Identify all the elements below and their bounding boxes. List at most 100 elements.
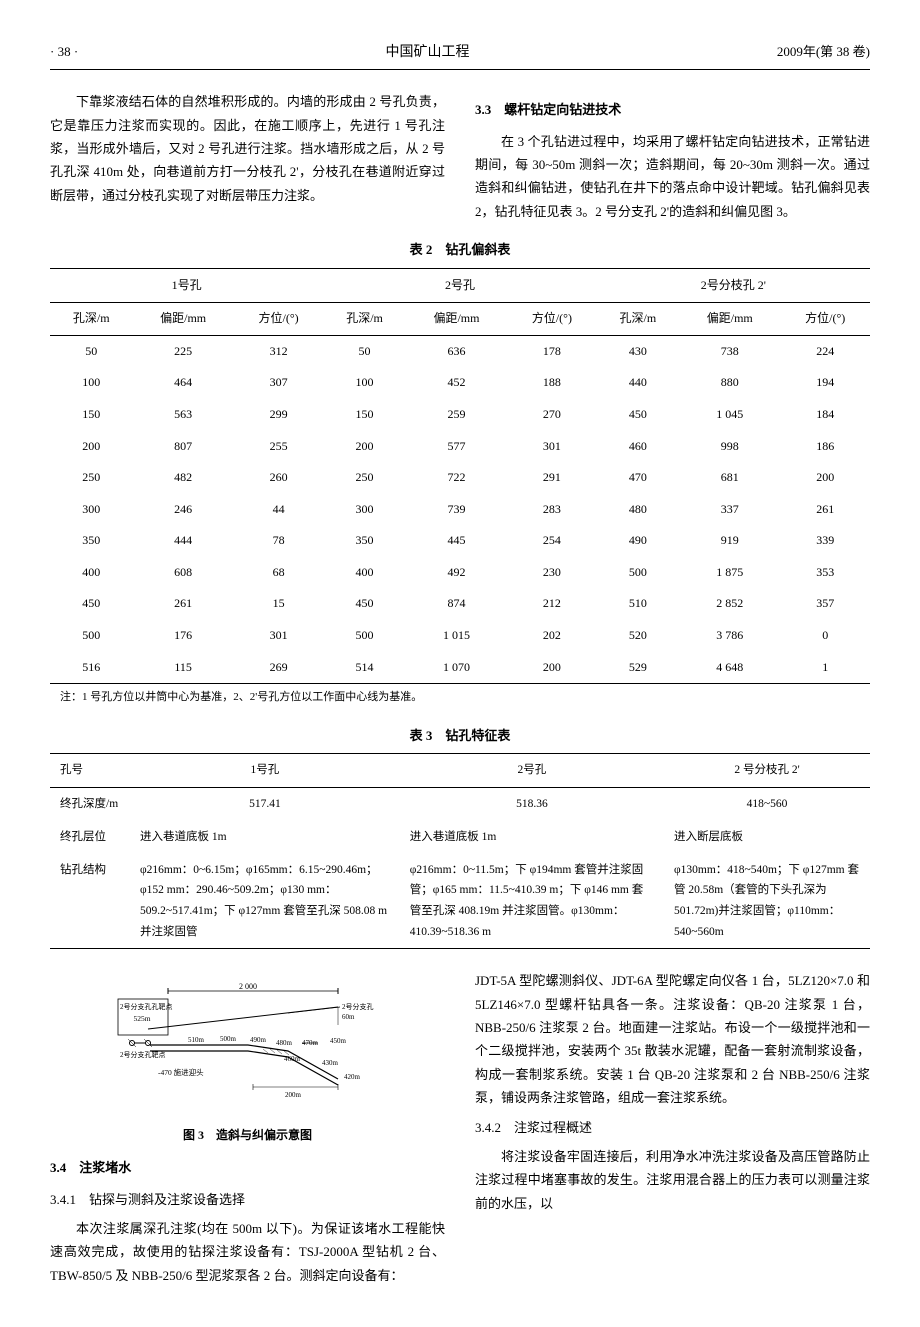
- table-cell: 202: [507, 620, 596, 652]
- table-row: 1505632991502592704501 045184: [50, 399, 870, 431]
- table-2: 1号孔 2号孔 2号分枝孔 2' 孔深/m 偏距/mm 方位/(°) 孔深/m …: [50, 268, 870, 685]
- table-cell: 255: [234, 431, 323, 463]
- table-cell: 200: [780, 462, 870, 494]
- issue-info: 2009年(第 38 卷): [777, 40, 870, 65]
- lower-left-col: 2 000 2号分支孔孔靶点 525m 2号分支孔靶点 2号分支孔 60m 51…: [50, 969, 445, 1287]
- sh-8: 方位/(°): [780, 303, 870, 336]
- table-cell: 312: [234, 335, 323, 367]
- table-cell: 261: [132, 588, 233, 620]
- table-cell: 452: [406, 367, 507, 399]
- table-cell: 283: [507, 494, 596, 526]
- table-cell: 150: [323, 399, 405, 431]
- table-cell: 300: [323, 494, 405, 526]
- table-row: 5022531250636178430738224: [50, 335, 870, 367]
- table-cell: 577: [406, 431, 507, 463]
- table-cell: 250: [50, 462, 132, 494]
- dim-525: 525m: [133, 1014, 150, 1023]
- sh-1: 偏距/mm: [132, 303, 233, 336]
- table-cell: 50: [50, 335, 132, 367]
- table-cell: 350: [50, 525, 132, 557]
- sh-6: 孔深/m: [597, 303, 679, 336]
- table-cell: 880: [679, 367, 780, 399]
- table-cell: 482: [132, 462, 233, 494]
- table-cell: 510: [597, 588, 679, 620]
- table-cell: 1 070: [406, 652, 507, 684]
- table-cell: 337: [679, 494, 780, 526]
- table-cell: 3 786: [679, 620, 780, 652]
- table3-title: 表 3 钻孔特征表: [50, 724, 870, 747]
- table-row: 250482260250722291470681200: [50, 462, 870, 494]
- para-right: 在 3 个孔钻进过程中，均采用了螺杆钻定向钻进技术，正常钻进期间，每 30~50…: [475, 130, 870, 224]
- dim-200: 200m: [285, 1091, 302, 1099]
- table-cell: 1 015: [406, 620, 507, 652]
- lower-two-col: 2 000 2号分支孔孔靶点 525m 2号分支孔靶点 2号分支孔 60m 51…: [50, 969, 870, 1287]
- table-cell: 150: [50, 399, 132, 431]
- table-cell: 200: [507, 652, 596, 684]
- dim-60: 60m: [342, 1013, 355, 1021]
- lbl-2: 2号分支孔: [342, 1002, 374, 1011]
- table-cell: 115: [132, 652, 233, 684]
- table-cell: 520: [597, 620, 679, 652]
- table-cell: 2 852: [679, 588, 780, 620]
- table-row: 400608684004922305001 875353: [50, 557, 870, 589]
- table-cell: 636: [406, 335, 507, 367]
- table-cell: φ216mm：0~6.15m；φ165mm：6.15~290.46m；φ152 …: [130, 854, 400, 949]
- table-cell: φ130mm：418~540m；下 φ127mm 套管 20.58m（套管的下头…: [664, 854, 870, 949]
- table-cell: 307: [234, 367, 323, 399]
- table-cell: 460: [597, 431, 679, 463]
- table-cell: 492: [406, 557, 507, 589]
- table-row: 钻孔结构φ216mm：0~6.15m；φ165mm：6.15~290.46m；φ…: [50, 854, 870, 949]
- dim-490: 490m: [250, 1036, 267, 1044]
- t3h-3: 2 号分枝孔 2': [664, 754, 870, 788]
- table2-note: 注：1 号孔方位以井筒中心为基准，2、2'号孔方位以工作面中心线为基准。: [60, 688, 870, 708]
- table-cell: 681: [679, 462, 780, 494]
- table-cell: 738: [679, 335, 780, 367]
- table-cell: 301: [234, 620, 323, 652]
- right-col: 3.3 螺杆钻定向钻进技术 在 3 个孔钻进过程中，均采用了螺杆钻定向钻进技术，…: [475, 90, 870, 223]
- table-cell: 44: [234, 494, 323, 526]
- table-cell: 470: [597, 462, 679, 494]
- table-cell: 563: [132, 399, 233, 431]
- sec-342-title: 3.4.2 注浆过程概述: [475, 1116, 870, 1139]
- table-cell: 进入断层底板: [664, 821, 870, 854]
- table-cell: 212: [507, 588, 596, 620]
- sh-4: 偏距/mm: [406, 303, 507, 336]
- para-342: 将注浆设备牢固连接后，利用净水冲洗注浆设备及高压管路防止注浆过程中堵塞事故的发生…: [475, 1145, 870, 1215]
- table-row: 终孔层位进入巷道底板 1m进入巷道底板 1m进入断层底板: [50, 821, 870, 854]
- table-cell: 500: [50, 620, 132, 652]
- table-cell: 188: [507, 367, 596, 399]
- table-row: 终孔深度/m517.41518.36418~560: [50, 788, 870, 821]
- table3-header-row: 孔号 1号孔 2号孔 2 号分枝孔 2': [50, 754, 870, 788]
- table-cell: 176: [132, 620, 233, 652]
- table-cell: 440: [597, 367, 679, 399]
- table-cell: 480: [597, 494, 679, 526]
- sh-2: 方位/(°): [234, 303, 323, 336]
- table-cell: 299: [234, 399, 323, 431]
- sh-7: 偏距/mm: [679, 303, 780, 336]
- table-cell: 100: [50, 367, 132, 399]
- group-2: 2号孔: [323, 268, 596, 303]
- table-cell: 430: [597, 335, 679, 367]
- table2-subheader-row: 孔深/m 偏距/mm 方位/(°) 孔深/m 偏距/mm 方位/(°) 孔深/m…: [50, 303, 870, 336]
- table-cell: 钻孔结构: [50, 854, 130, 949]
- lbl-1: 2号分支孔孔靶点: [120, 1002, 173, 1011]
- table-cell: 444: [132, 525, 233, 557]
- table-row: 5161152695141 0702005294 6481: [50, 652, 870, 684]
- group-3: 2号分枝孔 2': [597, 268, 870, 303]
- table-cell: 100: [323, 367, 405, 399]
- table-cell: 259: [406, 399, 507, 431]
- table-cell: 874: [406, 588, 507, 620]
- table-cell: 224: [780, 335, 870, 367]
- table-row: 30024644300739283480337261: [50, 494, 870, 526]
- table-row: 35044478350445254490919339: [50, 525, 870, 557]
- table-cell: 300: [50, 494, 132, 526]
- lower-right-col: JDT-5A 型陀螺测斜仪、JDT-6A 型陀螺定向仪各 1 台，5LZ120×…: [475, 969, 870, 1287]
- table-cell: 518.36: [400, 788, 664, 821]
- table-cell: φ216mm：0~11.5m；下 φ194mm 套管并注浆固管；φ165 mm：…: [400, 854, 664, 949]
- table-cell: 78: [234, 525, 323, 557]
- page-number: · 38 ·: [50, 40, 78, 65]
- table-cell: 464: [132, 367, 233, 399]
- fig3-svg: 2 000 2号分支孔孔靶点 525m 2号分支孔靶点 2号分支孔 60m 51…: [108, 979, 388, 1109]
- table-cell: 400: [50, 557, 132, 589]
- table-cell: 418~560: [664, 788, 870, 821]
